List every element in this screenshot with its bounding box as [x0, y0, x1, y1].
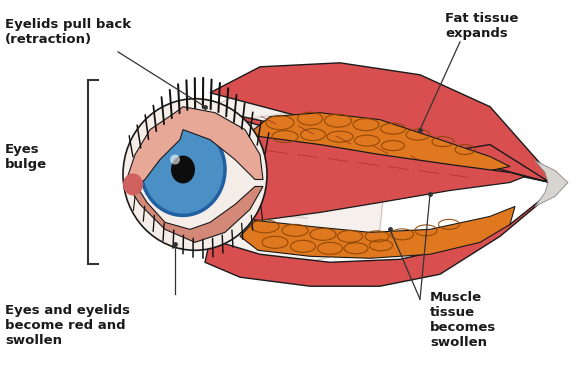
- Text: Eyelids pull back
(retraction): Eyelids pull back (retraction): [5, 18, 131, 46]
- Text: Muscle
tissue
becomes
swollen: Muscle tissue becomes swollen: [430, 291, 496, 349]
- Ellipse shape: [170, 154, 180, 165]
- Polygon shape: [205, 85, 385, 264]
- Polygon shape: [240, 206, 515, 258]
- Polygon shape: [205, 183, 550, 286]
- Ellipse shape: [123, 173, 143, 195]
- Ellipse shape: [123, 99, 267, 250]
- Polygon shape: [207, 137, 525, 220]
- Polygon shape: [127, 184, 263, 242]
- Text: Fat tissue
expands: Fat tissue expands: [445, 12, 519, 40]
- Text: Eyes and eyelids
become red and
swollen: Eyes and eyelids become red and swollen: [5, 304, 130, 347]
- Polygon shape: [535, 161, 568, 206]
- Polygon shape: [210, 63, 550, 183]
- Ellipse shape: [141, 124, 225, 216]
- Ellipse shape: [171, 156, 195, 183]
- Text: Eyes
bulge: Eyes bulge: [5, 143, 47, 171]
- Polygon shape: [125, 107, 263, 187]
- Polygon shape: [245, 113, 510, 171]
